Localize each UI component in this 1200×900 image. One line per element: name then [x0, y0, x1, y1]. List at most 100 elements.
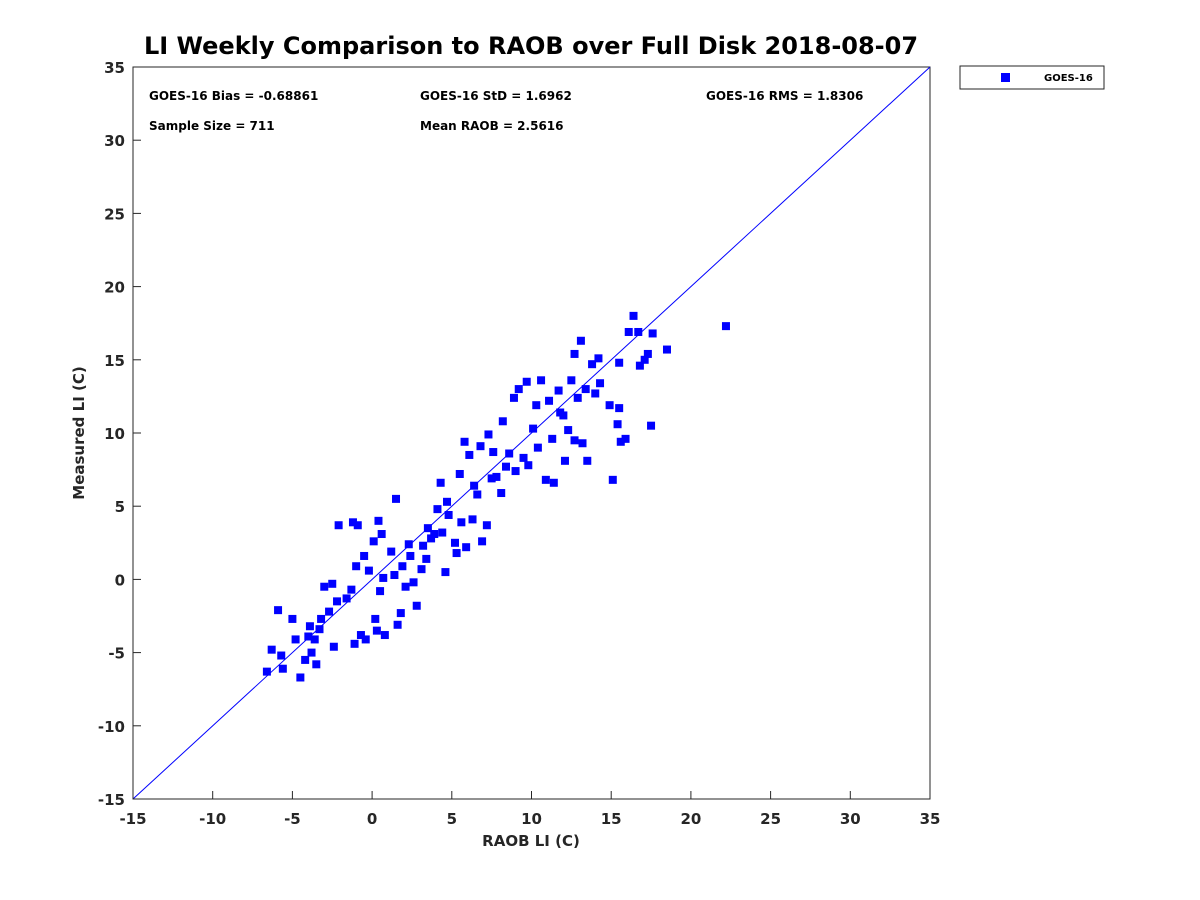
data-point — [554, 386, 563, 395]
data-point — [492, 472, 501, 481]
data-point — [369, 537, 378, 546]
data-point — [455, 469, 464, 478]
data-point — [450, 538, 459, 547]
data-point — [613, 420, 622, 429]
data-point — [296, 673, 305, 682]
data-point — [509, 393, 518, 402]
data-point — [567, 376, 576, 385]
x-tick-label: 20 — [680, 810, 701, 828]
data-point — [392, 494, 401, 503]
legend-box — [959, 65, 1105, 90]
data-point — [608, 475, 617, 484]
data-point — [422, 554, 431, 563]
sample-size-annotation: Sample Size = 711 — [149, 119, 275, 133]
data-point — [519, 453, 528, 462]
plot-area: -15 -10 -5 0 5 10 15 20 25 30 35 -15 -10 -5 0 5 10 15 20 2… — [98, 59, 941, 828]
data-point — [288, 614, 297, 623]
data-point — [390, 571, 399, 580]
data-point — [377, 530, 386, 539]
data-point — [409, 578, 418, 587]
y-tick-label: 20 — [104, 279, 125, 297]
data-point — [352, 562, 361, 571]
data-point — [578, 439, 587, 448]
data-point — [433, 505, 442, 514]
data-point — [320, 582, 329, 591]
data-point — [596, 379, 605, 388]
data-point — [376, 587, 385, 596]
data-point — [372, 626, 381, 635]
data-point — [529, 424, 538, 433]
data-point — [501, 462, 510, 471]
bias-annotation: GOES-16 Bias = -0.68861 — [149, 89, 318, 103]
data-point — [360, 551, 369, 560]
y-tick-label: -10 — [98, 718, 125, 736]
data-point — [401, 582, 410, 591]
data-point — [444, 510, 453, 519]
data-point — [556, 408, 565, 417]
data-point — [594, 354, 603, 363]
data-point — [570, 349, 579, 358]
data-point — [457, 518, 466, 527]
data-point — [511, 467, 520, 476]
data-point — [629, 311, 638, 320]
data-point — [278, 664, 287, 673]
mean-raob-annotation: Mean RAOB = 2.5616 — [420, 119, 564, 133]
data-point — [307, 648, 316, 657]
std-annotation: GOES-16 StD = 1.6962 — [420, 89, 572, 103]
data-point — [328, 579, 337, 588]
y-tick-label: 0 — [115, 571, 125, 589]
data-point — [497, 489, 506, 498]
data-point — [452, 549, 461, 558]
data-point — [524, 461, 533, 470]
data-point — [350, 639, 359, 648]
data-point — [583, 456, 592, 465]
data-point — [487, 474, 496, 483]
data-point — [564, 426, 573, 435]
data-point — [387, 547, 396, 556]
data-point — [396, 609, 405, 618]
y-ticks: -15 -10 -5 0 5 10 15 20 25 30 35 — [98, 59, 141, 809]
data-point — [489, 448, 498, 457]
y-tick-label: 25 — [104, 205, 125, 223]
data-point — [545, 396, 554, 405]
data-point — [380, 631, 389, 640]
data-point — [482, 521, 491, 530]
data-point — [274, 606, 283, 615]
data-point — [277, 651, 286, 660]
data-point — [548, 434, 557, 443]
data-point — [615, 358, 624, 367]
data-point — [305, 622, 314, 631]
data-point — [329, 642, 338, 651]
data-point — [312, 660, 321, 669]
data-point — [591, 389, 600, 398]
data-point — [371, 614, 380, 623]
x-tick-label: -10 — [199, 810, 226, 828]
data-point — [374, 516, 383, 525]
data-point — [353, 521, 362, 530]
data-point — [315, 625, 324, 634]
data-point — [473, 490, 482, 499]
x-tick-label: 15 — [601, 810, 622, 828]
data-point — [522, 377, 531, 386]
data-point — [262, 667, 271, 676]
data-point — [348, 518, 357, 527]
data-point — [662, 345, 671, 354]
x-tick-label: 35 — [920, 810, 941, 828]
data-point — [436, 478, 445, 487]
data-point — [616, 437, 625, 446]
data-point — [412, 601, 421, 610]
x-tick-label: 30 — [840, 810, 861, 828]
data-point — [533, 443, 542, 452]
data-point — [356, 631, 365, 640]
data-point — [560, 456, 569, 465]
legend: GOES-16 — [959, 65, 1105, 90]
y-tick-label: 30 — [104, 132, 125, 150]
reference-line — [132, 66, 931, 800]
data-point — [624, 327, 633, 336]
x-ticks: -15 -10 -5 0 5 10 15 20 25 30 35 — [119, 791, 940, 828]
x-tick-label: 10 — [521, 810, 542, 828]
data-point — [573, 393, 582, 402]
y-tick-label: -15 — [98, 791, 125, 809]
data-point — [615, 404, 624, 413]
